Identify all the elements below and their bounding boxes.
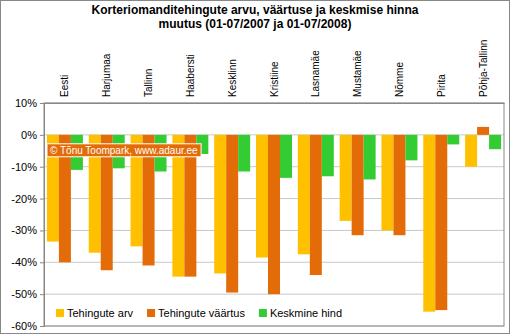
tick-label: -10% [11, 161, 37, 173]
tick-label: 10% [15, 97, 37, 109]
bar [405, 135, 417, 160]
tick-label: -40% [11, 256, 37, 268]
tick: 0% [21, 129, 44, 141]
bar [477, 127, 489, 135]
category-label: Harjumaa [101, 53, 112, 97]
legend: Tehingute arv Tehingute väärtus Keskmine h… [53, 305, 345, 321]
tick: -10% [11, 161, 44, 173]
annotation-text: © Tõnu Toompark, www.adaur.ee [50, 145, 198, 156]
bar [214, 135, 226, 274]
tick-label: -20% [11, 193, 37, 205]
legend-item: Tehingute väärtus [147, 307, 245, 319]
tick-mark [40, 262, 44, 263]
category-label: Lasnamäe [310, 50, 321, 97]
legend-label: Tehingute arv [67, 307, 134, 319]
tick: Mustamäe [352, 50, 363, 103]
tick: Kesklinn [227, 59, 238, 103]
tick: Pirita [436, 74, 447, 103]
tick: -40% [11, 256, 44, 268]
tick: Nõmme [394, 62, 405, 103]
bar [364, 135, 376, 180]
legend-swatch [147, 309, 155, 317]
background [1, 1, 510, 334]
tick: Harjumaa [101, 53, 112, 103]
bar [489, 135, 501, 149]
bar [352, 135, 364, 235]
bar [226, 135, 238, 293]
bar [381, 135, 393, 231]
bar [256, 135, 268, 258]
annotation: © Tõnu Toompark, www.adaur.ee [47, 144, 201, 157]
tick: -50% [11, 288, 44, 300]
tick-mark [40, 294, 44, 295]
tick-mark [40, 135, 44, 136]
legend-item: Keskmine hind [259, 307, 342, 319]
axis-line [40, 104, 45, 327]
tick-label: -30% [11, 224, 37, 236]
legend-swatch [259, 309, 267, 317]
legend-swatch [56, 309, 64, 317]
legend-box [53, 305, 345, 321]
bar [268, 135, 280, 294]
bar [423, 135, 435, 312]
category-label: Eesti [59, 75, 70, 97]
category-label: Kristiine [269, 61, 280, 97]
legend-label: Tehingute väärtus [158, 307, 245, 319]
tick-label: -60% [11, 320, 37, 332]
category-label: Tallinn [143, 69, 154, 97]
bars [47, 127, 501, 312]
y-axis: 10% 0% -10% -20% -30% -40% -50% -60% [11, 97, 44, 332]
category-label: Põhja-Tallinn [478, 40, 489, 97]
category-label: Kesklinn [227, 59, 238, 97]
tick-mark [40, 230, 44, 231]
bar [280, 135, 292, 178]
tick-mark [40, 103, 44, 104]
bar [322, 135, 334, 176]
tick: Põhja-Tallinn [478, 40, 489, 103]
tick-mark [40, 326, 44, 327]
tick: Kristiine [269, 61, 280, 103]
tick-label: 0% [21, 129, 37, 141]
tick: Eesti [59, 75, 70, 103]
category-label: Haabersti [185, 54, 196, 97]
bar [310, 135, 322, 275]
tick: Haabersti [185, 54, 196, 103]
axis-line [45, 103, 505, 104]
tick: Tallinn [143, 69, 154, 103]
bar [298, 135, 310, 254]
tick: 10% [15, 97, 44, 109]
tick: -20% [11, 193, 44, 205]
legend-label: Keskmine hind [270, 307, 342, 319]
plot-frame [44, 103, 504, 326]
tick: -60% [11, 320, 44, 332]
bar [465, 135, 477, 167]
legend-item: Tehingute arv [56, 307, 134, 319]
title: Korteriomanditehingute arvu, väärtuse ja… [92, 3, 419, 31]
bar [238, 135, 250, 172]
bar [340, 135, 352, 221]
x-axis: Eesti Harjumaa Tallinn Haabersti Kesklinn Kri… [45, 40, 505, 104]
tick-mark [40, 167, 44, 168]
tick: Lasnamäe [310, 50, 321, 103]
annotation-box [47, 144, 201, 157]
bar [393, 135, 405, 235]
category-label: Pirita [436, 74, 447, 97]
tick-label: -50% [11, 288, 37, 300]
category-label: Nõmme [394, 62, 405, 97]
category-label: Mustamäe [352, 50, 363, 97]
tick-mark [40, 199, 44, 200]
bar [447, 135, 459, 145]
bar [435, 135, 447, 310]
tick: -30% [11, 224, 44, 236]
